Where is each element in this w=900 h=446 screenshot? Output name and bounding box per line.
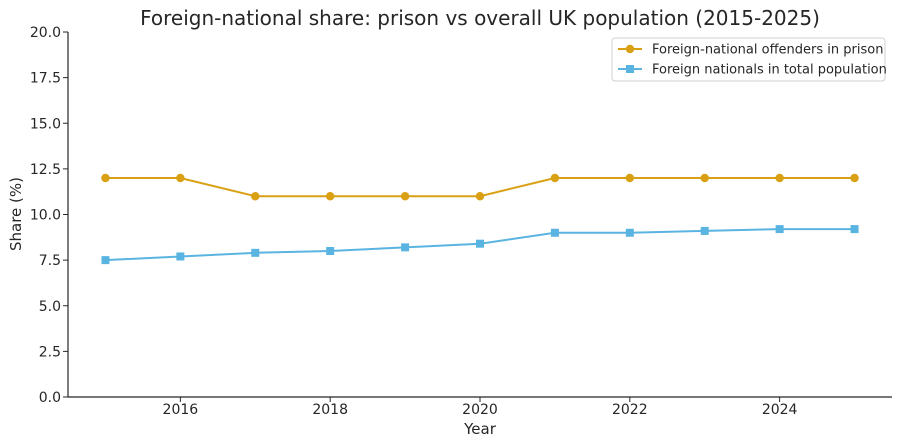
x-tick-label: 2020 [462,402,498,418]
data-point [475,192,485,201]
data-point [550,173,560,183]
data-point [850,173,859,183]
y-tick-label: 7.5 [39,253,61,269]
x-tick-label: 2024 [762,402,798,418]
y-axis-label: Share (%) [7,177,25,251]
data-point [775,173,784,183]
data-point [625,228,634,237]
plot-area [101,173,859,265]
data-point [326,247,335,255]
legend-label: Foreign-national offenders in prison [652,43,883,58]
data-point [401,243,410,252]
data-point [775,225,784,234]
x-tick-label: 2016 [163,402,199,418]
series-1 [101,173,859,201]
x-tick-label: 2018 [312,402,348,418]
y-axis-ticks: 0.0 2.5 5.0 7.5 10.0 12.5 15.0 17.5 20.0 [30,25,68,406]
legend-entry: Foreign-national offenders in prison [618,43,883,58]
data-point [325,192,335,201]
data-point [400,192,410,201]
data-point [850,225,859,234]
y-tick-label: 15.0 [30,116,61,132]
data-point [625,173,635,183]
legend-marker [626,65,634,73]
y-tick-label: 17.5 [30,71,61,87]
chart-title: Foreign-national share: prison vs overal… [140,6,820,30]
y-tick-label: 20.0 [30,25,61,41]
legend-marker [625,44,635,54]
data-point [700,226,709,235]
x-axis-ticks: 2016 2018 2020 2022 2024 [163,397,798,418]
x-axis-label: Year [463,420,497,438]
legend-box [611,37,886,82]
data-point [176,252,185,261]
data-point [476,239,484,248]
data-point [101,256,110,265]
y-tick-label: 2.5 [39,344,61,360]
y-tick-label: 5.0 [39,299,61,315]
series-2 [101,225,859,265]
y-tick-label: 10.0 [30,208,61,224]
legend: Foreign-national offenders in prison Fore… [611,37,887,82]
data-point [251,248,260,257]
data-point [251,192,260,201]
y-tick-label: 0.0 [39,390,61,406]
data-point [101,173,110,183]
data-point [550,228,559,237]
data-point [176,173,185,183]
legend-entry: Foreign nationals in total population [618,63,887,78]
data-point [700,173,709,183]
x-tick-label: 2022 [612,402,648,418]
legend-label: Foreign nationals in total population [652,63,887,78]
y-tick-label: 12.5 [30,162,61,178]
